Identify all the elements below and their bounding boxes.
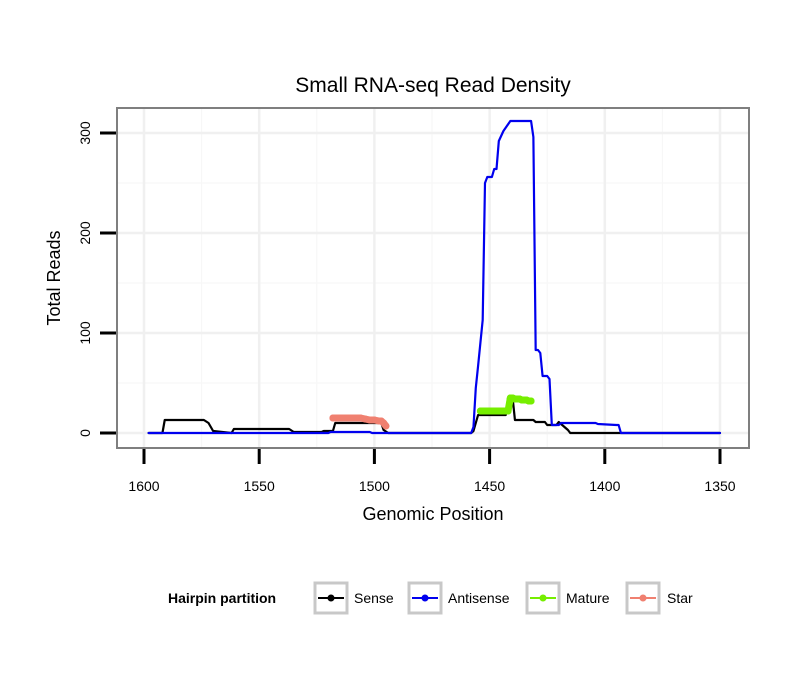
y-axis: 0 100 200 300 <box>77 121 116 437</box>
x-axis-label: Genomic Position <box>362 504 503 524</box>
x-tick-label: 1550 <box>244 478 275 494</box>
x-tick-label: 1600 <box>128 478 159 494</box>
x-tick-label: 1450 <box>474 478 505 494</box>
legend-key-dot <box>539 594 547 602</box>
legend-entry-sense: Sense <box>313 581 394 615</box>
y-tick-label: 0 <box>77 429 93 437</box>
x-tick-label: 1350 <box>704 478 735 494</box>
series-star <box>329 414 390 430</box>
data-point-mature <box>504 407 512 415</box>
data-point-star <box>382 422 390 430</box>
major-gridlines <box>117 108 749 448</box>
legend-entry-antisense: Antisense <box>407 581 510 615</box>
series-layer <box>147 119 722 435</box>
minor-gridlines <box>117 108 749 448</box>
legend-entries: Sense Antisense Mature Star <box>313 581 693 615</box>
legend-title: Hairpin partition <box>168 590 276 606</box>
legend-entry-mature: Mature <box>525 581 610 615</box>
series-antisense <box>147 119 722 435</box>
y-tick-label: 200 <box>77 221 93 245</box>
legend-key-dot <box>421 594 429 602</box>
legend-label: Sense <box>354 590 394 606</box>
legend-label: Mature <box>566 590 610 606</box>
legend-key-dot <box>327 594 335 602</box>
legend: Hairpin partition Sense Antisense Mature St… <box>168 581 693 615</box>
data-point-mature <box>527 397 535 405</box>
series-line-sense <box>147 396 722 435</box>
y-axis-label: Total Reads <box>44 230 64 325</box>
legend-entry-star: Star <box>625 581 693 615</box>
plot-border <box>116 107 750 449</box>
x-tick-label: 1400 <box>589 478 620 494</box>
series-line-antisense <box>147 119 722 435</box>
legend-key-dot <box>639 594 647 602</box>
legend-label: Antisense <box>448 590 510 606</box>
series-mature <box>476 394 535 415</box>
x-axis: 1600 1550 1500 1450 1400 1350 <box>128 449 736 494</box>
legend-label: Star <box>667 590 693 606</box>
series-sense <box>147 396 722 435</box>
x-tick-label: 1500 <box>359 478 390 494</box>
y-tick-label: 100 <box>77 321 93 345</box>
chart-title: Small RNA-seq Read Density <box>295 74 571 97</box>
y-tick-label: 300 <box>77 121 93 145</box>
